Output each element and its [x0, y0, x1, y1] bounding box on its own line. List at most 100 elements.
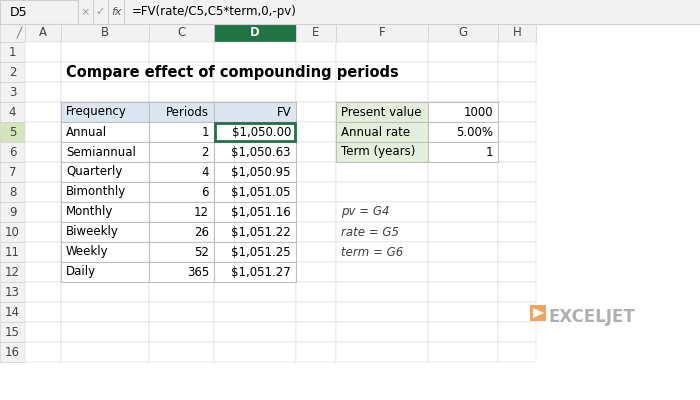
Bar [336, 242, 428, 262]
Text: 26: 26 [194, 226, 209, 238]
Text: 5: 5 [9, 126, 16, 138]
Bar [25, 42, 61, 62]
Bar [336, 62, 428, 82]
Bar [530, 305, 546, 321]
Bar [61, 82, 149, 102]
Bar [25, 122, 61, 142]
Bar [336, 102, 428, 122]
Bar [428, 82, 498, 102]
Text: Annual rate: Annual rate [341, 126, 410, 138]
Text: Bimonthly: Bimonthly [66, 186, 126, 198]
Bar [149, 82, 214, 102]
Bar [25, 82, 61, 102]
Bar [336, 142, 428, 162]
Text: 4: 4 [202, 166, 209, 178]
Text: $1,050.00: $1,050.00 [232, 126, 291, 138]
Bar [25, 142, 61, 162]
Bar [498, 342, 536, 362]
Bar [498, 62, 536, 82]
Text: $1,050.95: $1,050.95 [232, 166, 291, 178]
Bar [498, 282, 536, 302]
Text: Monthly: Monthly [66, 206, 113, 218]
Bar [61, 162, 149, 182]
Bar [0, 0, 78, 24]
Bar [428, 202, 498, 222]
Bar [61, 202, 149, 222]
Text: C: C [177, 26, 186, 40]
Text: 52: 52 [194, 246, 209, 258]
Bar [336, 42, 428, 62]
Bar [61, 262, 149, 282]
Bar [61, 102, 149, 122]
Bar [428, 342, 498, 362]
Bar [149, 282, 214, 302]
Text: 16: 16 [5, 346, 20, 358]
Text: 2: 2 [202, 146, 209, 158]
Text: E: E [312, 26, 320, 40]
Bar [498, 262, 536, 282]
Bar [296, 42, 336, 62]
Bar [336, 142, 428, 162]
Text: $1,050.63: $1,050.63 [232, 146, 291, 158]
Bar [296, 24, 336, 42]
Bar [336, 102, 428, 122]
Text: 7: 7 [8, 166, 16, 178]
Text: G: G [458, 26, 468, 40]
Bar [428, 222, 498, 242]
Bar [25, 102, 61, 122]
Bar [0, 162, 25, 182]
Bar [428, 262, 498, 282]
Bar [149, 42, 214, 62]
Bar [296, 222, 336, 242]
Bar [25, 262, 61, 282]
Bar [61, 162, 149, 182]
Bar [498, 222, 536, 242]
Text: Term (years): Term (years) [341, 146, 415, 158]
Text: 6: 6 [8, 146, 16, 158]
Bar [296, 142, 336, 162]
Bar [0, 342, 25, 362]
Bar [149, 342, 214, 362]
Bar [336, 82, 428, 102]
Text: 10: 10 [5, 226, 20, 238]
Bar [498, 182, 536, 202]
Bar [214, 222, 296, 242]
Bar [336, 322, 428, 342]
Bar [428, 142, 498, 162]
Bar [296, 342, 336, 362]
Bar [61, 102, 149, 122]
Text: =FV(rate/C5,C5*term,0,-pv): =FV(rate/C5,C5*term,0,-pv) [132, 6, 297, 18]
Bar [336, 122, 428, 142]
Text: H: H [512, 26, 522, 40]
Bar [214, 342, 296, 362]
Text: EXCELJET: EXCELJET [548, 308, 635, 326]
Bar [428, 242, 498, 262]
Text: 1000: 1000 [463, 106, 493, 118]
Bar [149, 122, 214, 142]
Bar [428, 182, 498, 202]
Bar [336, 24, 428, 42]
Bar [428, 282, 498, 302]
Text: 14: 14 [5, 306, 20, 318]
Bar [61, 242, 149, 262]
Bar [214, 202, 296, 222]
Bar [61, 222, 149, 242]
Text: A: A [39, 26, 47, 40]
Polygon shape [533, 308, 544, 318]
Text: 13: 13 [5, 286, 20, 298]
Bar [0, 0, 700, 24]
Text: term = G6: term = G6 [341, 246, 403, 258]
Bar [149, 102, 214, 122]
Bar [296, 282, 336, 302]
Text: Compare effect of compounding periods: Compare effect of compounding periods [66, 64, 399, 80]
Text: Frequency: Frequency [66, 106, 127, 118]
Bar [25, 242, 61, 262]
Bar [296, 82, 336, 102]
Bar [149, 102, 214, 122]
Bar [336, 162, 428, 182]
Text: 3: 3 [9, 86, 16, 98]
Bar [149, 222, 214, 242]
Bar [214, 262, 296, 282]
Bar [296, 162, 336, 182]
Bar [498, 82, 536, 102]
